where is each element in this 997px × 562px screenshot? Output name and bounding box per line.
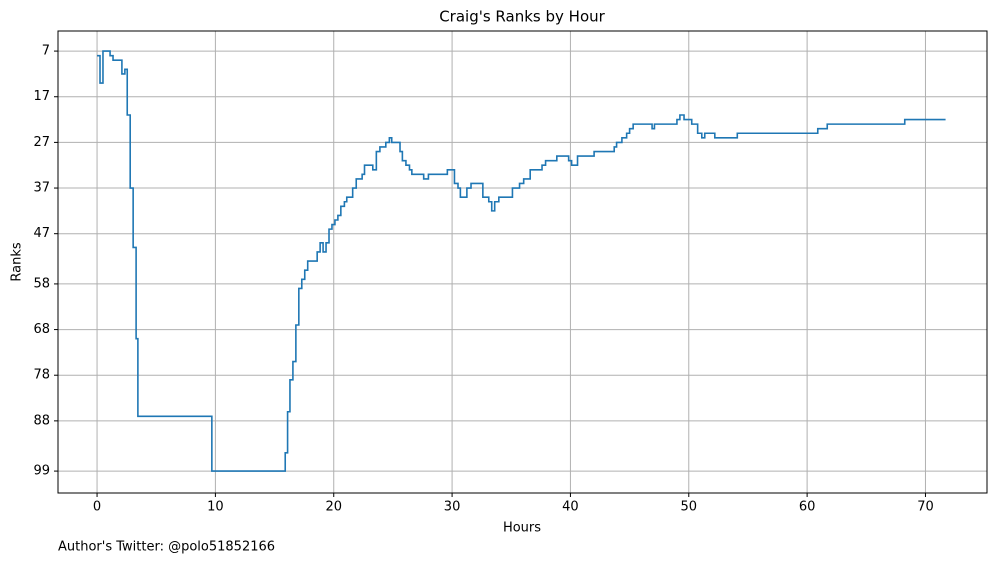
x-tick-label: 60	[799, 500, 816, 515]
y-axis-label: Ranks	[10, 242, 25, 281]
x-tick-label: 40	[562, 500, 579, 515]
x-tick-label: 70	[917, 500, 934, 515]
y-tick-label: 7	[42, 44, 50, 59]
y-tick-label: 78	[33, 368, 50, 383]
rank-line	[97, 50, 946, 472]
x-tick-label: 20	[325, 500, 342, 515]
plot-frame	[57, 30, 988, 494]
y-tick-label: 99	[33, 464, 50, 479]
x-axis-label: Hours	[503, 521, 541, 536]
x-tick-label: 0	[93, 500, 101, 515]
x-tick-label: 10	[207, 500, 224, 515]
y-tick-label: 58	[33, 276, 50, 291]
x-tick-label: 30	[444, 500, 461, 515]
y-tick-label: 27	[33, 135, 50, 150]
footnote: Author's Twitter: @polo51852166	[58, 540, 275, 555]
y-tick-label: 47	[33, 226, 50, 241]
y-tick-label: 88	[33, 413, 50, 428]
x-tick-label: 50	[680, 500, 697, 515]
y-tick-label: 68	[33, 322, 50, 337]
y-tick-label: 37	[33, 181, 50, 196]
y-tick-label: 17	[33, 89, 50, 104]
chart-title: Craig's Ranks by Hour	[439, 8, 605, 26]
